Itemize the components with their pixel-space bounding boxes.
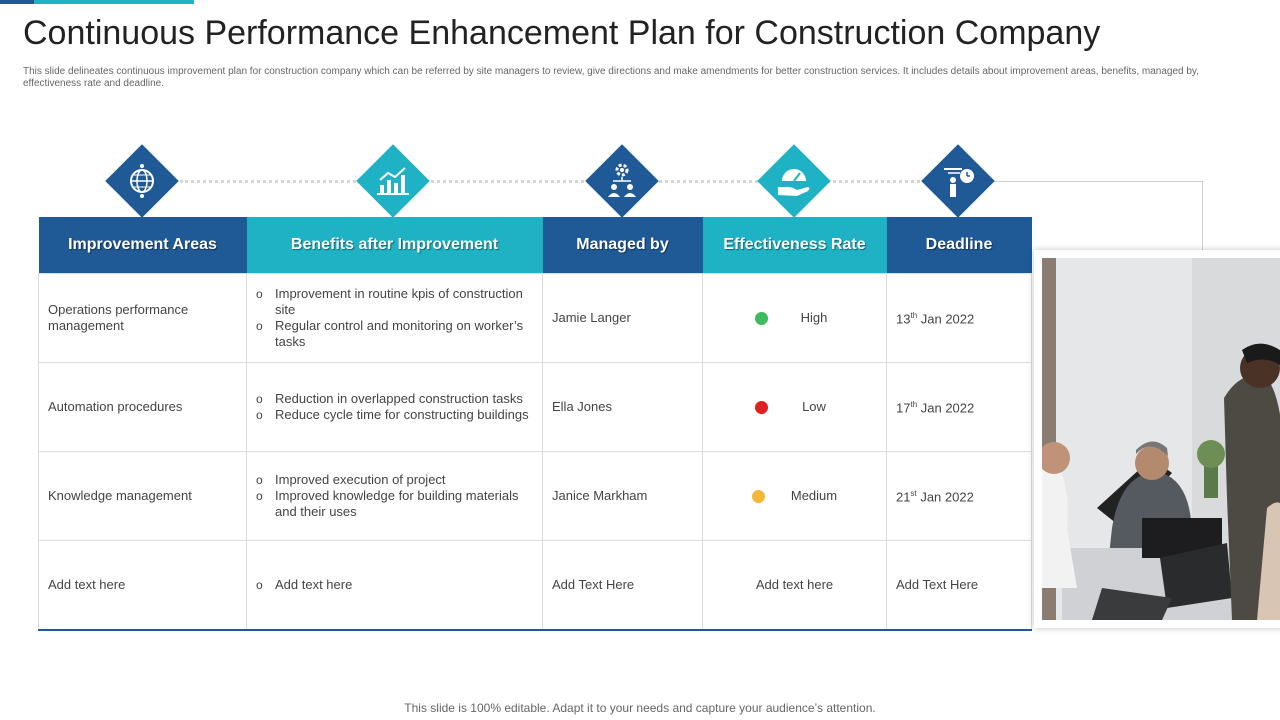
area-cell: Add text here <box>38 540 247 631</box>
benefits-cell: Improved execution of project Improved k… <box>246 451 543 541</box>
status-dot-red <box>755 400 768 414</box>
page-title: Continuous Performance Enhancement Plan … <box>23 14 1101 52</box>
benefits-cell: Improvement in routine kpis of construct… <box>246 273 543 363</box>
improvement-plan-table: Improvement Areas Benefits after Improve… <box>38 217 1032 631</box>
connector-line <box>990 181 1202 182</box>
connector-line-down <box>1202 181 1203 251</box>
effectiveness-label: High <box>800 310 828 325</box>
header-improvement-areas: Improvement Areas <box>38 217 247 274</box>
benefit-item: Reduction in overlapped construction tas… <box>256 391 533 407</box>
area-cell: Operations performance management <box>38 273 247 363</box>
meeting-photo <box>1042 258 1280 620</box>
effectiveness-label: Low <box>802 399 826 414</box>
presenter-clock-icon <box>932 155 984 207</box>
deadline-cell: 17th Jan 2022 <box>886 362 1032 452</box>
deadline-cell: 13th Jan 2022 <box>886 273 1032 363</box>
benefit-item: Regular control and monitoring on worker… <box>256 318 533 350</box>
globe-icon <box>116 155 168 207</box>
team-gear-icon <box>596 155 648 207</box>
benefit-item: Improved knowledge for building material… <box>256 488 533 520</box>
deadline-cell: 21st Jan 2022 <box>886 451 1032 541</box>
table-row: Knowledge management Improved execution … <box>38 451 1032 541</box>
area-cell: Automation procedures <box>38 362 247 452</box>
benefits-cell: Reduction in overlapped construction tas… <box>246 362 543 452</box>
status-dot-green <box>755 311 768 325</box>
table-row: Add text here Add text here Add Text Her… <box>38 540 1032 631</box>
hand-gauge-icon <box>768 155 820 207</box>
dotted-connector <box>180 180 925 183</box>
area-cell: Knowledge management <box>38 451 247 541</box>
effectiveness-cell: Add text here <box>702 540 887 631</box>
accent-bar-teal <box>34 0 194 4</box>
manager-cell: Ella Jones <box>542 362 703 452</box>
footer-note: This slide is 100% editable. Adapt it to… <box>404 701 876 715</box>
benefits-cell: Add text here <box>246 540 543 631</box>
benefit-item: Reduce cycle time for constructing build… <box>256 407 533 423</box>
manager-cell: Jamie Langer <box>542 273 703 363</box>
page-subtitle: This slide delineates continuous improve… <box>23 66 1199 89</box>
header-managed-by: Managed by <box>542 217 703 274</box>
header-deadline: Deadline <box>886 217 1032 274</box>
effectiveness-cell: Low <box>702 362 887 452</box>
benefit-item: Add text here <box>256 577 533 593</box>
effectiveness-label: Medium <box>790 488 838 503</box>
table-row: Automation procedures Reduction in overl… <box>38 362 1032 452</box>
deadline-cell: Add Text Here <box>886 540 1032 631</box>
manager-cell: Janice Markham <box>542 451 703 541</box>
growth-chart-icon <box>367 155 419 207</box>
photo-frame <box>1034 250 1280 628</box>
effectiveness-cell: Medium <box>702 451 887 541</box>
accent-bar-dark <box>0 0 34 4</box>
effectiveness-cell: High <box>702 273 887 363</box>
header-effectiveness-rate: Effectiveness Rate <box>702 217 887 274</box>
benefit-item: Improved execution of project <box>256 472 533 488</box>
status-dot-yellow <box>751 489 765 503</box>
table-row: Operations performance management Improv… <box>38 273 1032 363</box>
benefit-item: Improvement in routine kpis of construct… <box>256 286 533 318</box>
manager-cell: Add Text Here <box>542 540 703 631</box>
header-benefits: Benefits after Improvement <box>246 217 543 274</box>
